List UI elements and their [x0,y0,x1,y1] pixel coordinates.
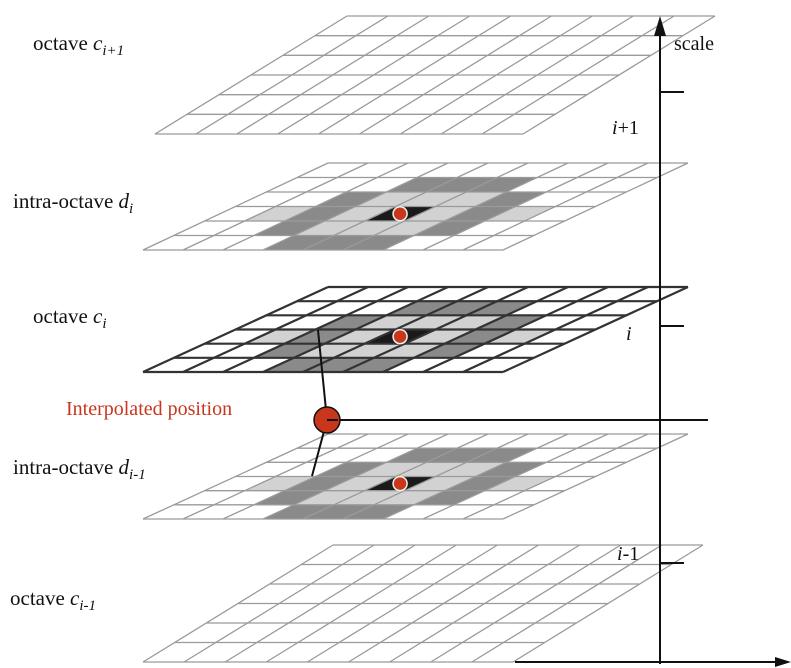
grid-cell-shaded [413,343,485,358]
grid-cell-shaded [413,221,485,236]
grid-cell-shaded [284,476,356,491]
grid-cell-shaded [293,221,365,236]
grid-cell-shaded [315,192,387,207]
grid-cell-shaded [395,315,467,330]
grid-cell-shaded [253,490,325,505]
grid-cell-shaded [444,476,516,491]
grid-cell-shaded [466,177,538,192]
grid-cell-shaded [484,476,556,491]
grid-cell-shaded [413,490,485,505]
grid-cell-shaded [263,357,334,372]
grid-cell-shaded [293,490,365,505]
grid-cell-shaded [404,329,476,344]
grid-cell-shaded [293,343,365,358]
grid-cell-shaded [435,315,507,330]
scale-label: scale [674,33,714,55]
grid-cell-shaded [244,206,316,221]
grid-cell-shaded [386,301,458,316]
label-octave-c-i: octave ci [33,304,107,332]
label-octave-c-i-plus-1: octave ci+1 [33,31,124,59]
grid-cell-shaded [475,315,547,330]
scale-axis-arrow [654,16,666,36]
grid-cell-shaded [426,448,498,463]
grid-cell-shaded [395,462,467,477]
grid-cell-shaded [355,192,427,207]
grid-cell-shaded [435,462,507,477]
grid-cell-shaded [475,462,547,477]
grid-cell-shaded [324,329,396,344]
grid-cell-shaded [355,315,427,330]
grid-cell-shaded [333,221,405,236]
label-intra-octave-d-i-minus-1: intra-octave di-1 [13,455,146,483]
grid-cell-shaded [324,476,396,491]
grid-cell-shaded [386,177,458,192]
extremum-point [392,206,408,222]
grid-octave-c-i-plus-1 [154,15,716,135]
grid-cell-shaded [324,206,396,221]
grid-cell-shaded [303,504,374,519]
grid-cell-shaded [466,301,538,316]
grid-cell-shaded [426,177,498,192]
grid-intra-octave-d-i-minus-1 [142,433,689,520]
grid-cell-shaded [466,448,538,463]
grid-cell-shaded [343,357,414,372]
grid-cell-shaded [315,462,387,477]
grid-cell-shaded [343,235,414,250]
grid-cell-shaded [395,192,467,207]
grid-cell-shaded [444,206,516,221]
grid-cell-shaded [253,221,325,236]
grid-cell-shaded [444,329,516,344]
grid-cell-shaded [343,504,414,519]
grid-cell-shaded [333,490,405,505]
grid-cell-shaded [404,206,476,221]
grid-cell-shaded [435,192,507,207]
grid-cell-shaded [284,206,356,221]
grid-cell-shaded [386,448,458,463]
grid-cell-shaded [244,476,316,491]
label-octave-c-i-minus-1: octave ci-1 [10,586,96,614]
grid-cell-shaded [263,504,334,519]
grid-cell-shaded [475,192,547,207]
extremum-point [392,328,408,345]
grid-octave-c-i [142,285,689,374]
grid-cell-shaded [373,490,445,505]
grid-cell-shaded [303,357,374,372]
grid-cell-shaded [303,235,374,250]
connector-upper [317,329,328,421]
grid-cell-shaded [404,476,476,491]
grid-cell-shaded [426,301,498,316]
grid-cell-shaded [484,329,556,344]
grid-octave-c-i-minus-1 [142,544,704,663]
grid-cell-shaded [284,329,356,344]
tick-label-i-plus-1: i+1 [612,117,639,139]
bottom-axis-arrow [775,657,791,667]
grid-cell-shaded [333,343,405,358]
grid-cell-shaded [373,221,445,236]
grid-cell-shaded [315,315,387,330]
tick-label-i: i [626,323,632,345]
grid-cell-shaded [355,462,427,477]
interpolated-position-label: Interpolated position [66,398,232,420]
grid-cell-shaded [373,343,445,358]
extremum-point [392,475,408,492]
grid-cell-shaded [244,329,316,344]
label-intra-octave-d-i: intra-octave di [13,189,133,217]
grid-cell-shaded [253,343,325,358]
grid-intra-octave-d-i [142,162,689,251]
tick-label-i-minus-1: i-1 [617,543,639,565]
grid-cell-shaded [263,235,334,250]
grid-cell-shaded [484,206,556,221]
